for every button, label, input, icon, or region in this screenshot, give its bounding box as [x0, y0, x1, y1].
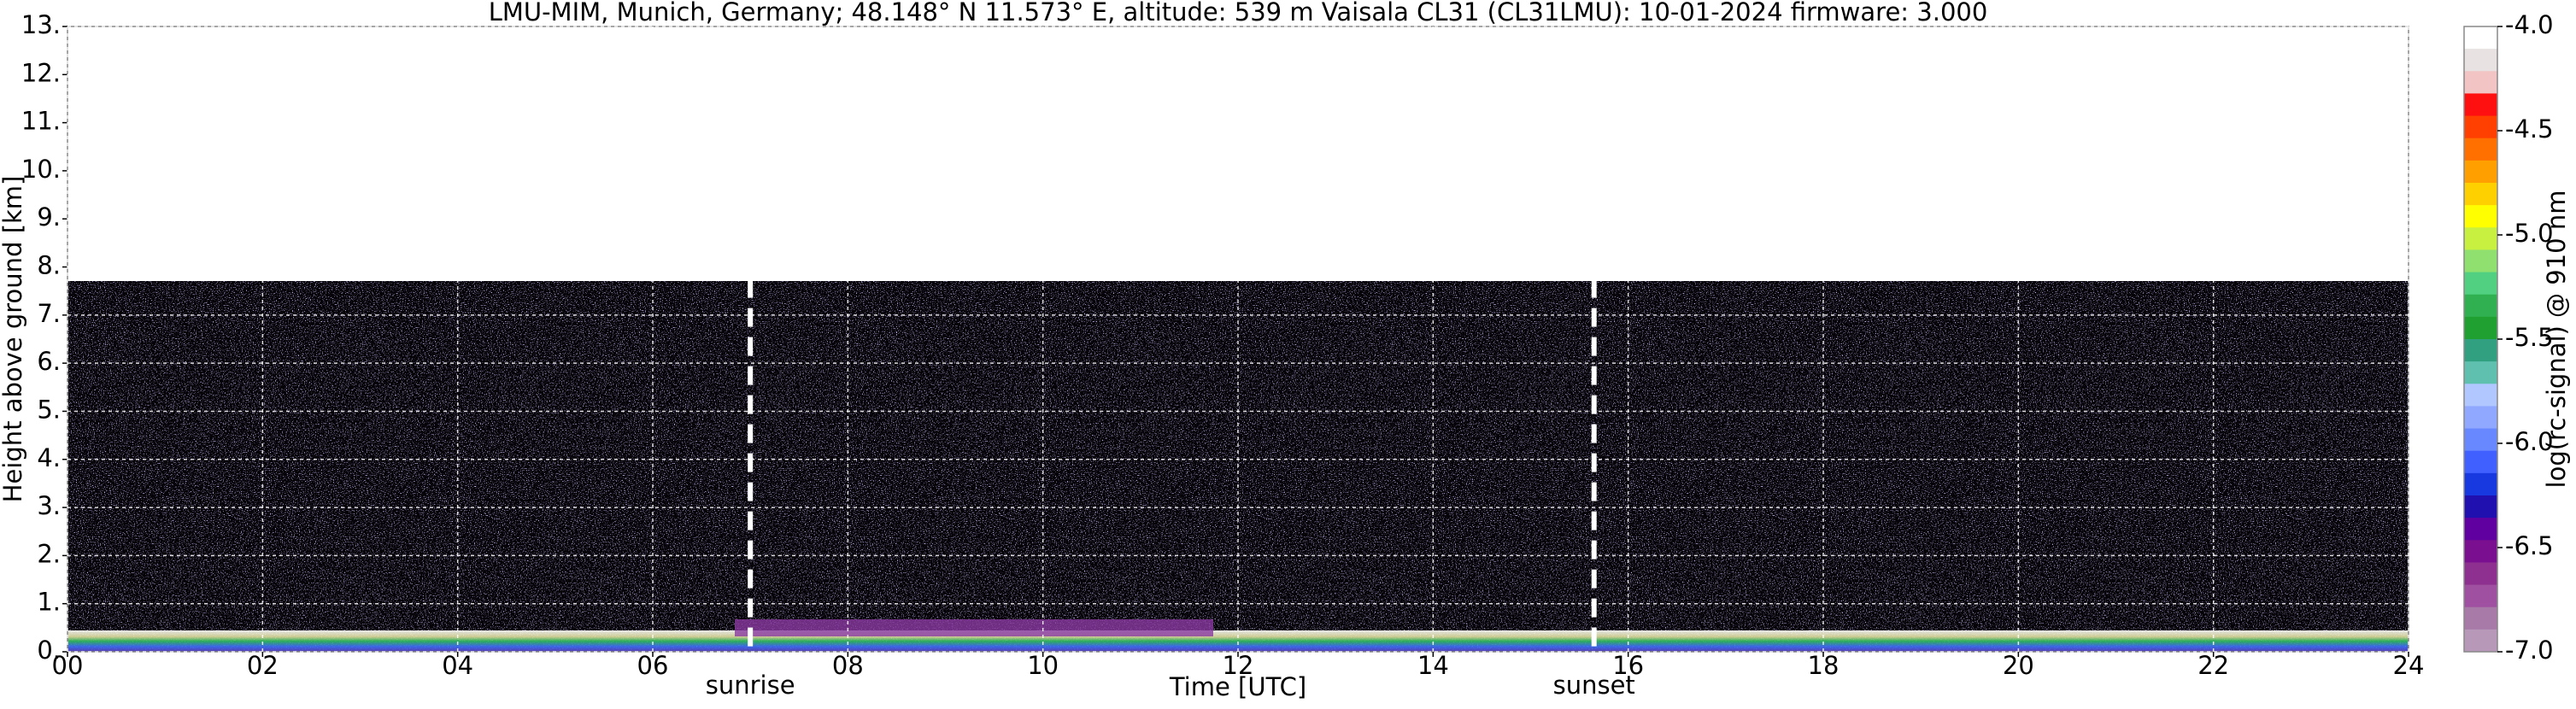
colorbar-swatch — [2464, 518, 2497, 541]
colorbar-tick-label: -4.5 — [2505, 114, 2554, 144]
y-tick-label: 0. — [37, 636, 61, 665]
y-tick-label: 1. — [37, 588, 61, 617]
colorbar-swatch — [2464, 294, 2497, 318]
colorbar-tick-label: -5.5 — [2505, 323, 2554, 352]
colorbar-swatch — [2464, 26, 2497, 50]
chart-title: LMU-MIM, Munich, Germany; 48.148° N 11.5… — [489, 0, 1988, 26]
colorbar-swatch — [2464, 450, 2497, 474]
colorbar-swatch — [2464, 249, 2497, 273]
colorbar-swatch — [2464, 183, 2497, 206]
colorbar-tick-label: -7.0 — [2505, 636, 2554, 665]
colorbar-swatch — [2464, 495, 2497, 519]
colorbar-swatch — [2464, 49, 2497, 72]
colorbar-swatch — [2464, 606, 2497, 630]
y-axis-label: Height above ground [km] — [0, 176, 27, 503]
colorbar-tick-label: -4.0 — [2505, 10, 2554, 39]
y-tick-label: 4. — [37, 443, 61, 472]
colorbar-swatch — [2464, 71, 2497, 94]
y-tick-label: 6. — [37, 347, 61, 376]
annotation-label: sunrise — [706, 671, 795, 700]
y-tick-label: 3. — [37, 491, 61, 520]
colorbar-swatch — [2464, 227, 2497, 250]
y-tick-label: 7. — [37, 299, 61, 328]
colorbar-swatch — [2464, 472, 2497, 496]
colorbar-swatch — [2464, 93, 2497, 117]
colorbar-swatch — [2464, 205, 2497, 228]
colorbar-swatch — [2464, 384, 2497, 407]
colorbar-swatch — [2464, 316, 2497, 340]
colorbar-swatch — [2464, 406, 2497, 430]
colorbar-label: log(rc-signal) @ 910 nm — [2542, 190, 2571, 489]
y-tick-label: 12. — [21, 58, 61, 87]
colorbar-swatch — [2464, 629, 2497, 653]
x-axis-label: Time [UTC] — [1169, 672, 1306, 701]
y-tick-label: 13. — [21, 10, 61, 39]
colorbar-swatch — [2464, 428, 2497, 452]
colorbar-swatch — [2464, 562, 2497, 586]
colorbar-swatch — [2464, 540, 2497, 563]
colorbar-tick-label: -6.0 — [2505, 427, 2554, 456]
colorbar-swatch — [2464, 361, 2497, 384]
y-tick-label: 5. — [37, 395, 61, 424]
colorbar-swatch — [2464, 339, 2497, 362]
colorbar-tick-label: -5.0 — [2505, 219, 2554, 248]
y-tick-label: 2. — [37, 539, 61, 568]
colorbar-tick-label: -6.5 — [2505, 531, 2554, 560]
annotation-label: sunset — [1553, 671, 1635, 700]
y-tick-label: 8. — [37, 251, 61, 280]
y-tick-label: 11. — [21, 107, 61, 136]
y-tick-label: 10. — [21, 155, 61, 184]
colorbar-swatch — [2464, 272, 2497, 296]
colorbar-swatch — [2464, 584, 2497, 608]
colorbar-swatch — [2464, 115, 2497, 139]
colorbar-swatch — [2464, 138, 2497, 161]
colorbar-swatch — [2464, 160, 2497, 184]
y-tick-label: 9. — [37, 202, 61, 231]
